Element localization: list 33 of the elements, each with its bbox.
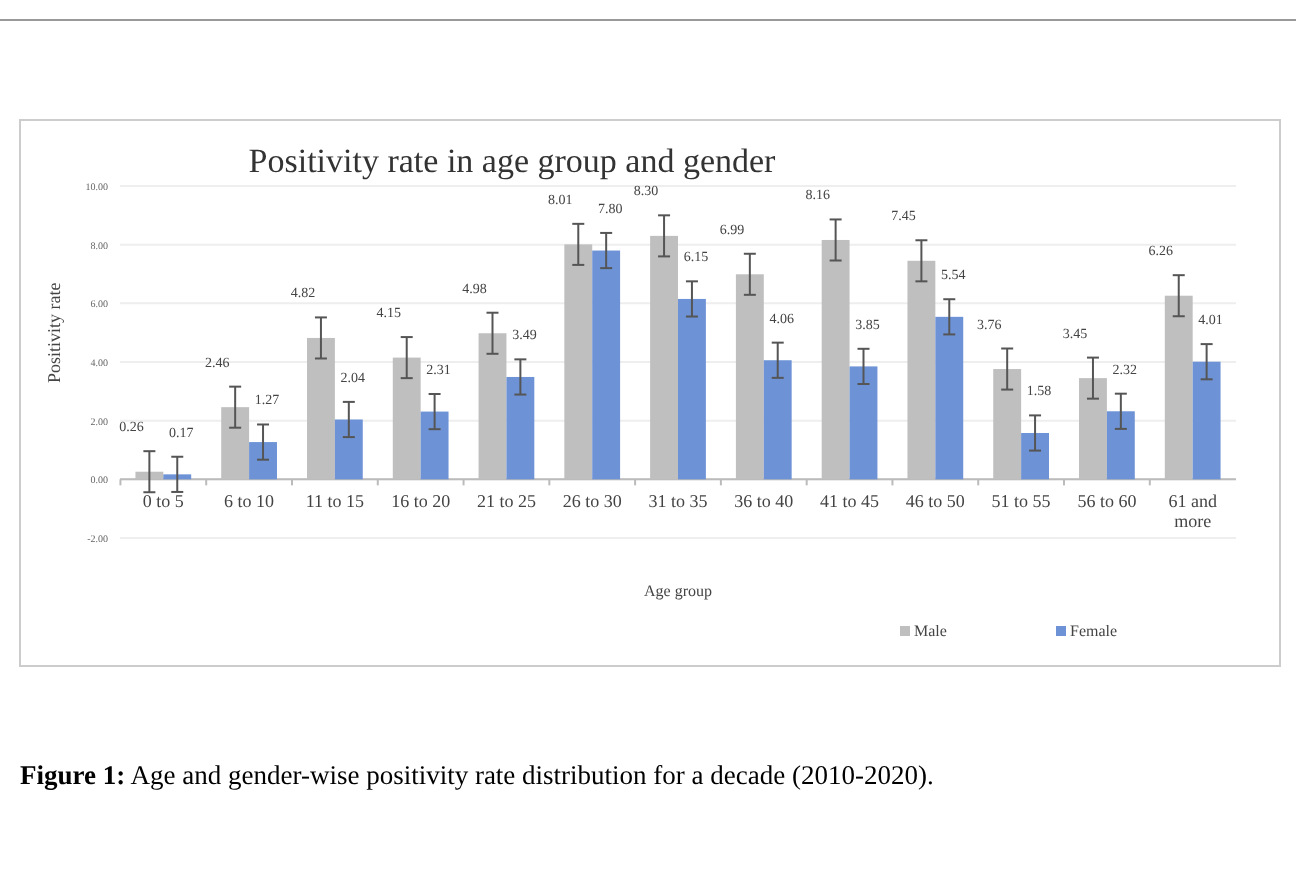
bar [420, 411, 449, 480]
bar [1192, 361, 1221, 480]
legend-label: Female [1070, 622, 1118, 640]
x-tick-label: 16 to 20 [391, 491, 452, 512]
x-tick-label: 61 and more [1168, 491, 1218, 532]
bar [334, 419, 363, 480]
bar [163, 474, 192, 480]
bar [592, 250, 621, 480]
x-tick-label: 21 to 25 [476, 491, 537, 512]
x-tick-label: 11 to 15 [305, 491, 366, 512]
bar [678, 298, 706, 480]
bar [1021, 432, 1049, 480]
caption: Figure 1: [20, 760, 126, 790]
x-tick-label: 51 to 55 [991, 491, 1052, 512]
text: Age and gender-wise positivity rate distribution for a decade (2010-2020). [125, 760, 934, 790]
x-tick-label: 0 to 5 [142, 491, 185, 512]
x-tick-label: 31 to 35 [648, 491, 709, 512]
x-tick-label: 36 to 40 [734, 491, 795, 512]
bar [249, 442, 277, 480]
x-tick-label: 6 to 10 [224, 491, 276, 512]
legend-label: Male [914, 622, 948, 640]
x-tick-label: 46 to 50 [905, 491, 966, 512]
bar [506, 376, 535, 480]
x-tick-label: 26 to 30 [562, 491, 623, 512]
chart-title: Positivity rate in age group and gender [248, 142, 777, 180]
x-axis-title: Age group [644, 582, 712, 600]
y-axis-title: Positivity rate [44, 282, 64, 383]
bar [849, 366, 878, 480]
x-tick-label: 56 to 60 [1077, 491, 1138, 512]
x-tick-label: 41 to 45 [820, 491, 881, 512]
bar [935, 316, 964, 480]
bar [1106, 411, 1135, 480]
bar [763, 360, 792, 480]
